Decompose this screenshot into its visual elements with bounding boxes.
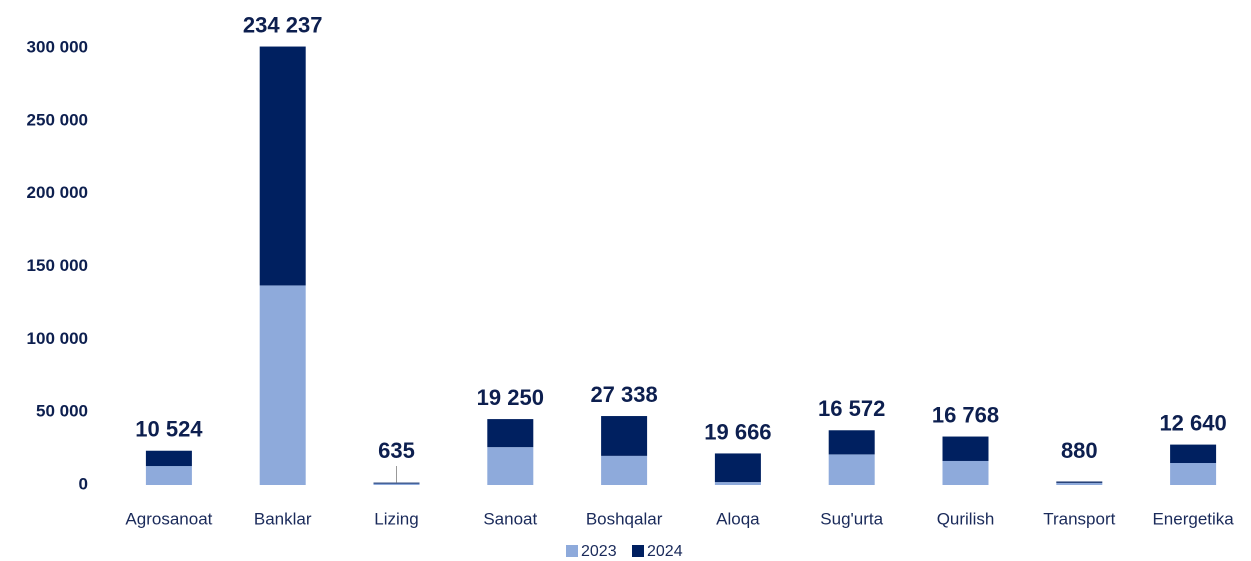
- x-tick-label: Sug'urta: [820, 509, 883, 528]
- bar-segment: [828, 430, 875, 455]
- x-tick-label: Agrosanoat: [125, 509, 212, 528]
- bar-segment: [145, 466, 192, 485]
- data-label: 27 338: [590, 382, 657, 407]
- x-tick-label: Energetika: [1152, 509, 1234, 528]
- bar-segment: [1170, 463, 1217, 485]
- bar-segment: [145, 450, 192, 467]
- bar-segment: [487, 447, 534, 485]
- legend-swatch: [566, 545, 578, 557]
- bar-segment: [828, 454, 875, 485]
- bar-segment: [373, 483, 420, 485]
- data-label: 19 666: [704, 419, 771, 444]
- y-tick-label: 250 000: [27, 110, 88, 129]
- x-tick-label: Qurilish: [937, 509, 995, 528]
- x-tick-label: Sanoat: [483, 509, 537, 528]
- x-tick-label: Banklar: [254, 509, 312, 528]
- x-tick-label: Boshqalar: [586, 509, 663, 528]
- bar-segment: [487, 419, 534, 448]
- bar-segment: [942, 460, 989, 485]
- data-label: 16 768: [932, 402, 999, 427]
- y-tick-label: 300 000: [27, 37, 88, 56]
- x-tick-label: Aloqa: [716, 509, 760, 528]
- y-tick-label: 200 000: [27, 183, 88, 202]
- y-tick-label: 100 000: [27, 329, 88, 348]
- y-tick-label: 0: [79, 474, 88, 493]
- legend-swatch: [632, 545, 644, 557]
- bar-segment: [1056, 482, 1103, 485]
- legend-label: 2024: [647, 543, 683, 560]
- bar-segment: [601, 455, 648, 485]
- data-label: 234 237: [243, 12, 323, 37]
- data-label: 12 640: [1159, 410, 1226, 435]
- data-label: 635: [378, 438, 415, 463]
- bar-segment: [373, 482, 420, 484]
- bar-segment: [601, 416, 648, 456]
- legend-label: 2023: [581, 543, 617, 560]
- x-tick-label: Lizing: [374, 509, 418, 528]
- bar-segment: [259, 285, 306, 485]
- data-label: 19 250: [477, 385, 544, 410]
- data-label: 880: [1061, 438, 1098, 463]
- bar-segment: [714, 482, 761, 485]
- data-label: 16 572: [818, 396, 885, 421]
- data-label: 10 524: [135, 417, 203, 442]
- x-tick-label: Transport: [1043, 509, 1115, 528]
- bar-segment: [1170, 444, 1217, 464]
- y-tick-label: 150 000: [27, 256, 88, 275]
- bar-segment: [1056, 481, 1103, 483]
- bar-segment: [942, 436, 989, 461]
- bar-segment: [714, 453, 761, 483]
- y-tick-label: 50 000: [36, 402, 88, 421]
- bar-segment: [259, 46, 306, 286]
